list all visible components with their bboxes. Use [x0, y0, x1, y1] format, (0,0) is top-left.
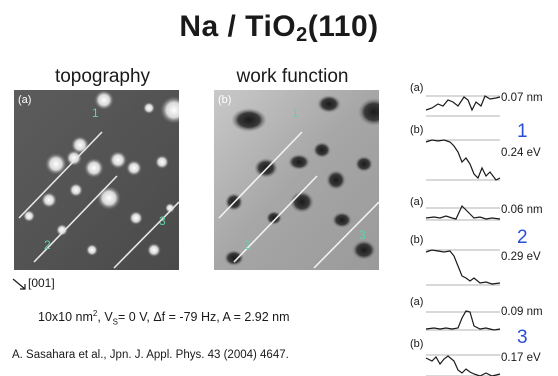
profile-tag: (a) — [410, 196, 424, 208]
site-number: 2 — [517, 227, 528, 248]
site-label-2: 2 — [244, 238, 251, 252]
profile-tag: (a) — [410, 296, 424, 308]
panel-tag: (a) — [18, 94, 32, 106]
profile-tag: (b) — [410, 338, 424, 350]
site-label-1: 1 — [92, 106, 99, 120]
topography-image: (a) 1 2 3 — [14, 90, 179, 270]
height-value: 0.06 nm — [501, 204, 543, 216]
line-profiles: (a) 0.07 nm 1 (b) 0.24 eV (a) 0.06 nm 2 … — [410, 80, 558, 376]
crystal-axis-note: [001] — [12, 276, 55, 291]
work-function-value: 0.29 eV — [501, 251, 541, 263]
site-label-2: 2 — [44, 238, 51, 252]
measurement-parameters: 10x10 nm2, VS= 0 V, Δf = -79 Hz, A = 2.9… — [38, 309, 290, 327]
panel-tag: (b) — [218, 94, 232, 106]
arrow-down-right-icon — [12, 278, 26, 290]
site-label-1: 1 — [292, 106, 299, 120]
work-function-image: (b) 1 2 3 — [214, 90, 379, 270]
site-label-3: 3 — [159, 214, 166, 228]
work-function-label: work function — [236, 66, 349, 87]
site-number: 3 — [517, 327, 528, 348]
work-function-value: 0.24 eV — [501, 147, 541, 159]
topography-label: topography — [54, 66, 151, 87]
slide-title: Na / TiO2(110) — [179, 10, 379, 46]
work-function-value: 0.17 eV — [501, 352, 541, 364]
profile-tag: (a) — [410, 82, 424, 94]
site-label-3: 3 — [359, 228, 366, 242]
height-value: 0.07 nm — [501, 92, 543, 104]
profile-tag: (b) — [410, 234, 424, 246]
site-number: 1 — [517, 121, 528, 142]
profile-traces — [425, 95, 501, 376]
citation: A. Sasahara et al., Jpn. J. Appl. Phys. … — [12, 349, 289, 361]
height-value: 0.09 nm — [501, 306, 543, 318]
profile-tag: (b) — [410, 124, 424, 136]
